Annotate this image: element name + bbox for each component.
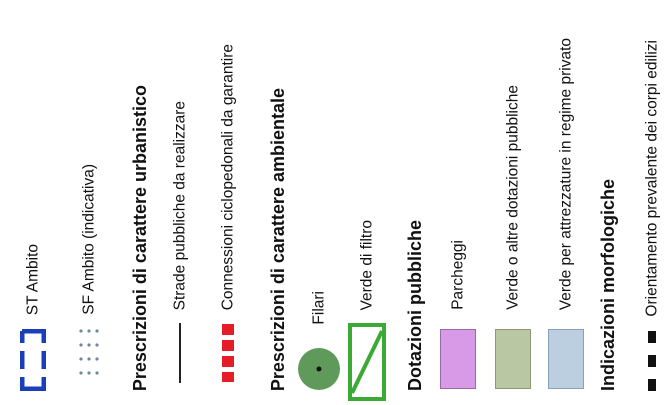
legend-verde-dotazioni: Verde o altre dotazioni pubbliche	[488, 0, 538, 405]
legend-st-ambito: ST Ambito	[8, 0, 58, 405]
parcheggi-label: Parcheggi	[449, 240, 467, 310]
legend-parcheggi: Parcheggi	[433, 0, 483, 405]
orientation-line-icon	[648, 331, 656, 391]
strade-label: Strade pubbliche da realizzare	[171, 100, 189, 310]
legend-orientamento: Orientamento prevalente dei corpi ediliz…	[627, 0, 669, 405]
legend-verde-privato: Verde per attrezzature in regime privato	[541, 0, 591, 405]
heading-prescrizioni-ambientale-label: Prescrizioni di carattere ambientale	[268, 87, 288, 391]
heading-indicazioni: Indicazioni morfologiche	[583, 0, 633, 405]
cycle-path-icon	[222, 324, 234, 382]
sf-ambito-label: SF Ambito (indicativa)	[80, 164, 98, 315]
heading-indicazioni-label: Indicazioni morfologiche	[598, 178, 618, 391]
heading-dotazioni-label: Dotazioni pubbliche	[405, 220, 425, 391]
legend-connessioni: Connessioni ciclopedonali da garantire	[203, 0, 253, 405]
filter-green-icon	[348, 323, 386, 401]
sf-ambito-dots-icon	[79, 329, 99, 375]
legend-sf-ambito: SF Ambito (indicativa)	[64, 0, 114, 405]
filari-label: Filari	[310, 291, 328, 325]
verde-dotazioni-label: Verde o altre dotazioni pubbliche	[504, 85, 522, 310]
orientamento-label: Orientamento prevalente dei corpi ediliz…	[643, 40, 661, 317]
road-line-icon	[179, 323, 181, 383]
connessioni-label: Connessioni ciclopedonali da garantire	[219, 43, 237, 310]
verde-filtro-label: Verde di filtro	[358, 219, 376, 310]
parking-swatch	[440, 329, 476, 389]
st-ambito-label: ST Ambito	[24, 243, 42, 315]
tree-row-icon	[298, 348, 340, 390]
heading-prescrizioni-urbanistico-label: Prescrizioni di carattere urbanistico	[130, 84, 150, 391]
legend-strade: Strade pubbliche da realizzare	[155, 0, 205, 405]
st-ambito-icon	[20, 329, 46, 391]
verde-privato-label: Verde per attrezzature in regime privato	[557, 37, 575, 310]
legend-verde-filtro: Verde di filtro	[342, 0, 392, 405]
public-green-swatch	[495, 329, 531, 389]
legend-filari: Filari	[294, 0, 344, 405]
private-green-swatch	[548, 329, 584, 389]
